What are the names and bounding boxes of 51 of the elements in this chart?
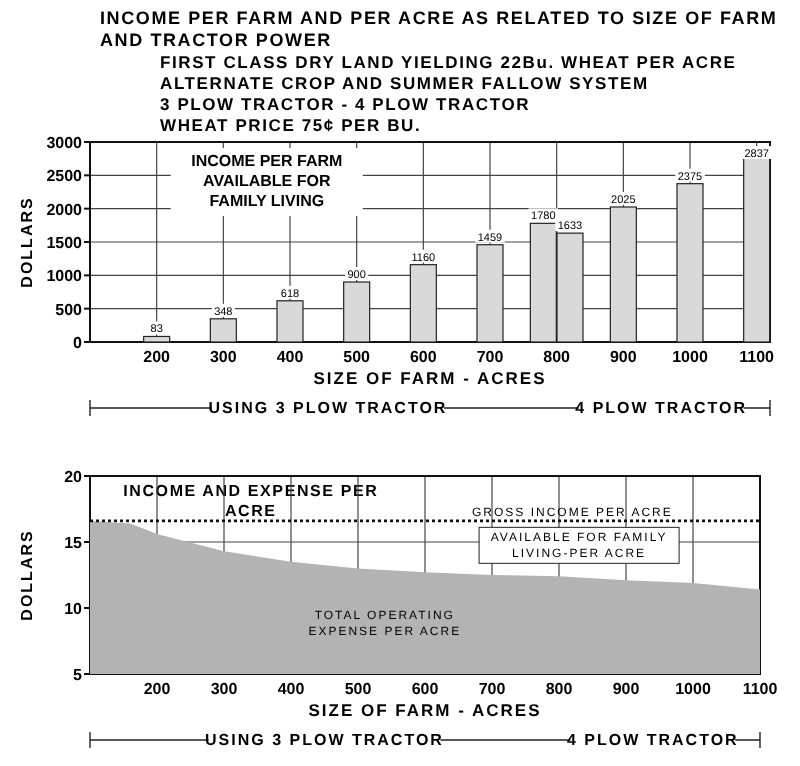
x-tick-label: 600: [409, 348, 438, 366]
chart-subtitle: FIRST CLASS DRY LAND YIELDING 22Bu. WHEAT PER ACRE ALTERNATE CROP AND SUMMER FALLOW SYSTEM 3 PLOW TRACTOR - 4 PLOW TRACTOR WHEAT PRICE 75¢ PER BU.: [160, 52, 737, 135]
x-axis-title: SIZE OF FARM - ACRES: [313, 368, 547, 388]
text: USING 3 PLOW TRACTOR: [208, 399, 448, 417]
x-tick-label: 1000: [672, 348, 709, 366]
x-tick-label: 800: [545, 680, 574, 698]
x-tick-label: 300: [209, 348, 238, 366]
x-tick-label: 700: [478, 680, 507, 698]
text: 4 PLOW TRACTOR: [566, 731, 739, 749]
y-tick-label: 2500: [46, 167, 84, 186]
x-tick-label: 700: [476, 348, 505, 366]
x-tick-label: 400: [276, 348, 305, 366]
x-tick-label: 200: [143, 680, 172, 698]
x-tick-label: 800: [543, 348, 572, 366]
bar: [343, 281, 371, 343]
bar: [209, 318, 237, 343]
annotation: INCOME PER FARM AVAILABLE FOR FAMILY LIVING: [191, 152, 344, 210]
text: 4 PLOW TRACTOR: [575, 399, 748, 417]
y-tick-label: 2000: [46, 200, 84, 219]
chart-title: INCOME PER FARM AND PER ACRE AS RELATED TO SIZE OF FARM AND TRACTOR POWER: [100, 8, 778, 50]
x-tick-label: 500: [344, 680, 373, 698]
y-axis-title: DOLLARS: [18, 196, 36, 288]
y-tick-label: 5: [73, 666, 84, 684]
x-tick-label: 400: [277, 680, 306, 698]
x-tick-label: 500: [343, 348, 372, 366]
y-tick-label: 3000: [46, 134, 84, 152]
y-tick-label: 20: [64, 468, 84, 486]
x-tick-label: 600: [411, 680, 440, 698]
y-tick-label: 0: [73, 334, 84, 352]
bar: [609, 206, 637, 343]
x-axis-title: SIZE OF FARM - ACRES: [308, 700, 542, 720]
bar: [476, 244, 504, 343]
bar: [676, 183, 704, 343]
y-tick-label: 15: [64, 534, 84, 552]
x-tick-label: 1100: [739, 348, 776, 366]
x-tick-label: 1100: [742, 680, 779, 698]
y-tick-label: 500: [55, 300, 84, 319]
x-tick-label: 200: [143, 348, 172, 366]
text: USING 3 PLOW TRACTOR: [205, 731, 444, 749]
x-tick-label: 900: [609, 348, 638, 366]
x-tick-label: 300: [210, 680, 239, 698]
bar: [276, 300, 304, 343]
y-tick-label: 1000: [46, 267, 84, 286]
text: INCOME AND EXPENSE PER ACRE: [123, 482, 379, 520]
x-tick-label: 1000: [675, 680, 712, 698]
y-axis-title: DOLLARS: [18, 529, 36, 621]
y-tick-label: 10: [64, 600, 84, 618]
bar: [143, 335, 171, 343]
bar: [409, 264, 437, 343]
y-tick-label: 1500: [46, 234, 84, 252]
x-tick-label: 900: [612, 680, 641, 698]
